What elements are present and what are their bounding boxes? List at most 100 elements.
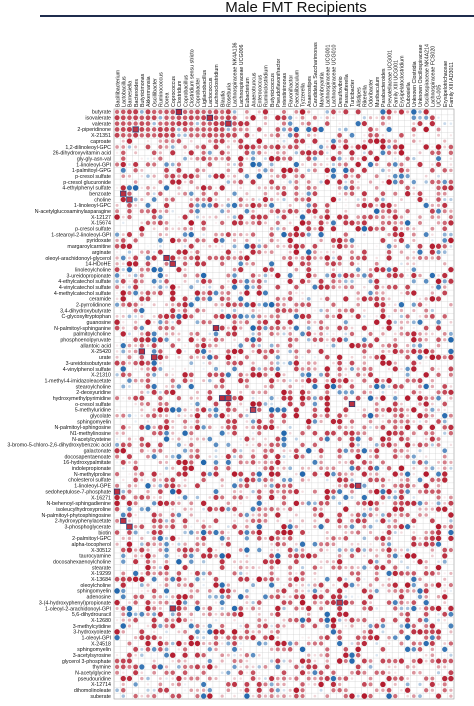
heatmap-cell <box>363 134 366 137</box>
heatmap-cell <box>429 436 435 442</box>
heatmap-cell <box>436 215 441 219</box>
heatmap-cell <box>219 506 225 512</box>
heatmap-cell <box>375 665 378 668</box>
heatmap-cell <box>387 665 391 669</box>
heatmap-cell <box>202 612 206 616</box>
heatmap-cell <box>411 331 417 337</box>
heatmap-cell <box>442 191 447 196</box>
heatmap-cell <box>349 553 355 559</box>
heatmap-cell <box>337 618 342 622</box>
heatmap-cell <box>349 384 355 389</box>
row-label: cholesterol sulfate <box>68 478 111 484</box>
heatmap-cell <box>356 566 360 570</box>
heatmap-cell <box>398 524 405 530</box>
heatmap-cell <box>398 506 405 512</box>
row-label: X-12680 <box>91 618 111 624</box>
heatmap-cell <box>337 611 343 617</box>
heatmap-cell <box>306 255 312 261</box>
heatmap-cell <box>213 354 219 360</box>
heatmap-cell <box>386 542 392 547</box>
heatmap-cell <box>393 390 397 394</box>
heatmap-cell <box>331 337 336 342</box>
heatmap-cell <box>312 541 318 547</box>
heatmap-cell <box>275 688 280 693</box>
heatmap-cell <box>126 576 132 582</box>
heatmap-cell <box>188 220 195 226</box>
heatmap-cell <box>306 203 311 208</box>
heatmap-cell <box>367 559 374 565</box>
heatmap-cell <box>245 460 249 465</box>
heatmap-cell <box>269 483 274 488</box>
heatmap-cell <box>367 594 374 600</box>
heatmap-cell <box>145 378 151 383</box>
heatmap-cell <box>114 599 120 606</box>
heatmap-cell <box>120 331 126 337</box>
heatmap-cell <box>405 378 410 383</box>
heatmap-cell <box>324 518 330 524</box>
heatmap-cell <box>275 536 280 541</box>
heatmap-cell <box>375 554 379 558</box>
heatmap-cell <box>295 537 298 540</box>
heatmap-cell <box>294 664 299 670</box>
heatmap-cell <box>324 395 331 401</box>
heatmap-cell <box>387 519 391 523</box>
heatmap-cell <box>183 350 187 353</box>
heatmap-cell <box>306 331 312 337</box>
heatmap-cell-highlight <box>113 488 121 495</box>
heatmap-cell <box>263 594 268 600</box>
heatmap-cell <box>139 133 145 138</box>
heatmap-cell <box>122 221 125 225</box>
heatmap-cell <box>239 694 242 698</box>
heatmap-cell <box>257 249 262 255</box>
heatmap-cell <box>219 588 225 594</box>
heatmap-cell <box>448 389 454 395</box>
heatmap-cell <box>207 436 213 442</box>
heatmap-cell <box>231 278 238 284</box>
heatmap-cell <box>251 332 255 336</box>
heatmap-cell <box>331 542 336 547</box>
row-label: margaroylcarnitine <box>67 244 111 250</box>
heatmap-cell <box>363 309 366 312</box>
heatmap-cell <box>158 325 163 331</box>
heatmap-cell <box>295 583 298 587</box>
heatmap-cell <box>256 536 262 541</box>
heatmap-cell <box>226 425 231 430</box>
heatmap-cell <box>306 676 311 681</box>
heatmap-cell <box>165 344 168 347</box>
heatmap-cell <box>368 507 373 511</box>
heatmap-cell <box>120 296 126 302</box>
heatmap-cell <box>399 349 404 354</box>
heatmap-cell <box>232 232 237 237</box>
heatmap-cell <box>120 606 126 611</box>
heatmap-cell <box>288 466 293 471</box>
row-label: p-cresol sulfate <box>75 227 111 233</box>
heatmap-cell <box>430 378 435 383</box>
heatmap-cell <box>386 150 392 155</box>
heatmap-cell <box>319 560 323 564</box>
heatmap-cell <box>289 665 292 668</box>
heatmap-cell <box>207 471 213 477</box>
heatmap-cell <box>369 601 373 605</box>
heatmap-cell <box>202 519 206 523</box>
heatmap-cell <box>244 681 250 687</box>
heatmap-cell <box>157 290 163 296</box>
heatmap-cell <box>442 226 448 232</box>
row-label: X-30512 <box>91 548 111 554</box>
heatmap-cell <box>134 210 137 213</box>
heatmap-cell <box>300 232 306 238</box>
heatmap-cell <box>208 332 212 336</box>
heatmap-cell <box>429 243 436 249</box>
heatmap-cell <box>380 121 385 126</box>
heatmap-cell <box>189 332 194 336</box>
heatmap-cell <box>355 646 361 653</box>
heatmap-cell <box>238 495 244 500</box>
heatmap-cell <box>411 232 416 237</box>
heatmap-cell <box>232 139 237 143</box>
heatmap-cell <box>122 309 125 312</box>
heatmap-cell <box>269 582 275 588</box>
heatmap-cell <box>225 313 232 320</box>
heatmap-cell <box>399 332 404 336</box>
heatmap-cell <box>313 682 317 686</box>
heatmap-cell <box>202 233 205 236</box>
